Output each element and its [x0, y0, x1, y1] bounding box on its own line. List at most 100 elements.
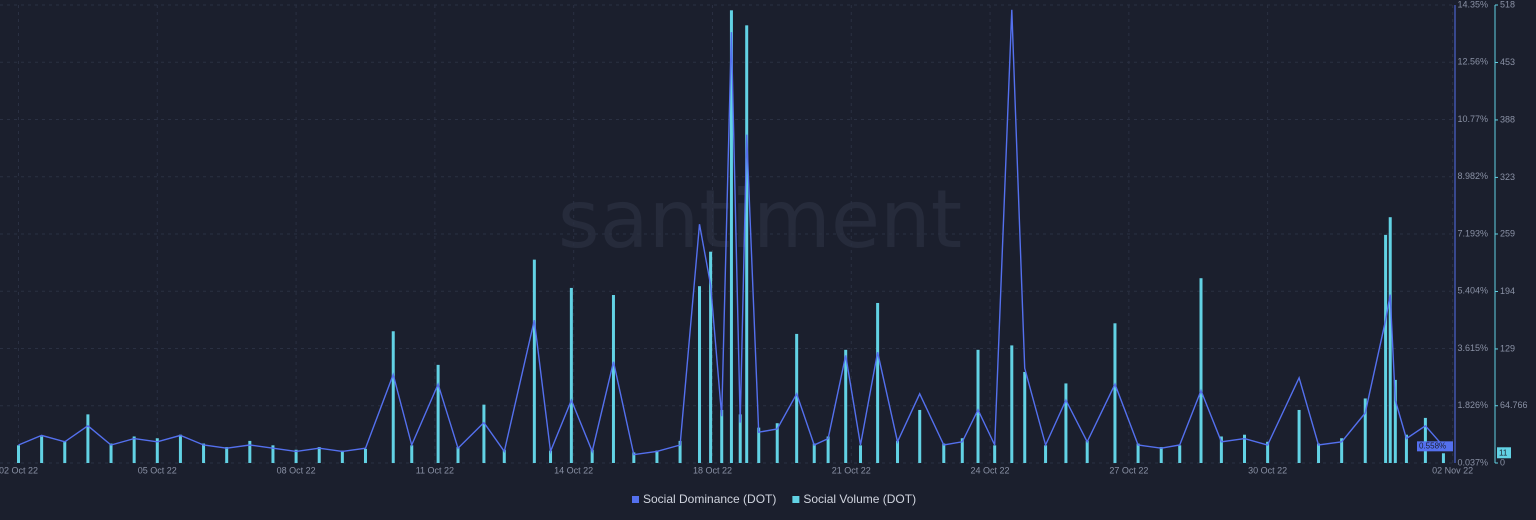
- bar: [1044, 445, 1048, 463]
- bar: [632, 452, 636, 463]
- y-tick-label: 12.56%: [1457, 57, 1488, 67]
- y-tick-label: 3.615%: [1457, 343, 1488, 353]
- bar: [40, 436, 44, 463]
- bar: [1340, 438, 1344, 463]
- bar: [436, 364, 440, 463]
- x-tick-label: 30 Oct 22: [1248, 465, 1287, 475]
- bar: [502, 449, 506, 463]
- y2-tick-label: 64.766: [1500, 400, 1528, 410]
- bar: [720, 409, 724, 463]
- bar: [738, 414, 742, 463]
- y-tick-label: 1.826%: [1457, 400, 1488, 410]
- bar: [1317, 443, 1321, 463]
- y-tick-label: 0.037%: [1457, 457, 1488, 467]
- y2-tick-label: 453: [1500, 57, 1515, 67]
- bar: [709, 251, 713, 463]
- bar: [976, 349, 980, 463]
- bar: [63, 440, 67, 463]
- x-tick-label: 11 Oct 22: [416, 465, 454, 475]
- bar: [482, 404, 486, 463]
- bar: [294, 449, 298, 463]
- bar: [859, 445, 863, 463]
- bar: [532, 259, 536, 463]
- bar: [590, 449, 594, 463]
- x-tick-label: 02 Oct 22: [0, 465, 38, 475]
- bar: [1178, 445, 1182, 463]
- bar: [1423, 417, 1427, 463]
- bar: [17, 445, 21, 463]
- bar: [549, 450, 553, 463]
- bar: [410, 445, 414, 463]
- bar: [225, 447, 229, 463]
- bar: [363, 448, 367, 463]
- bar: [1064, 383, 1068, 463]
- bar: [960, 438, 964, 463]
- x-tick-label: 05 Oct 22: [138, 465, 177, 475]
- bar: [757, 427, 761, 463]
- value-badge: [1497, 447, 1511, 459]
- bar: [1404, 434, 1408, 463]
- watermark: santiment: [558, 173, 962, 266]
- bar: [1085, 440, 1089, 463]
- bar: [611, 295, 615, 463]
- x-tick-label: 08 Oct 22: [277, 465, 316, 475]
- bar: [1242, 434, 1246, 463]
- x-tick-label: 24 Oct 22: [971, 465, 1010, 475]
- bar: [132, 436, 136, 463]
- bar: [896, 440, 900, 463]
- bar: [1393, 379, 1397, 463]
- bar: [271, 445, 275, 463]
- legend-label: Social Dominance (DOT): [643, 492, 776, 506]
- bar: [317, 447, 321, 463]
- bar: [1136, 443, 1140, 463]
- bar: [202, 443, 206, 463]
- bar: [248, 440, 252, 463]
- bar: [775, 423, 779, 463]
- bar: [942, 443, 946, 463]
- bar: [1384, 234, 1388, 463]
- y-tick-label: 5.404%: [1457, 286, 1488, 296]
- x-tick-label: 18 Oct 22: [693, 465, 732, 475]
- bar: [1219, 436, 1223, 463]
- y-tick-label: 14.35%: [1457, 0, 1488, 9]
- bar: [876, 302, 880, 463]
- bar: [1297, 409, 1301, 463]
- y-tick-label: 10.77%: [1457, 114, 1488, 124]
- bar: [826, 436, 830, 463]
- bar: [1159, 447, 1163, 463]
- bar: [844, 349, 848, 463]
- bar: [569, 287, 573, 463]
- bar: [86, 414, 90, 463]
- y2-tick-label: 259: [1500, 228, 1515, 238]
- bar: [1266, 441, 1270, 463]
- value-badge: [1417, 441, 1453, 452]
- y2-tick-label: 323: [1500, 172, 1515, 182]
- y2-tick-label: 194: [1500, 286, 1515, 296]
- bar: [1023, 371, 1027, 463]
- bar: [1199, 278, 1203, 463]
- x-tick-label: 21 Oct 22: [832, 465, 871, 475]
- y-tick-label: 7.193%: [1457, 228, 1488, 238]
- bar: [1388, 217, 1392, 463]
- bar: [1113, 323, 1117, 463]
- legend-swatch: [632, 496, 639, 503]
- bar: [1441, 453, 1445, 463]
- bar: [745, 25, 749, 463]
- bar: [918, 409, 922, 463]
- bar: [795, 333, 799, 463]
- y2-tick-label: 388: [1500, 114, 1515, 124]
- value-label: 0.558%: [1419, 441, 1446, 450]
- bar: [340, 450, 344, 463]
- x-tick-label: 02 Nov 22: [1432, 465, 1473, 475]
- y2-tick-label: 518: [1500, 0, 1515, 9]
- bar: [456, 447, 460, 463]
- x-tick-label: 27 Oct 22: [1109, 465, 1148, 475]
- x-tick-label: 14 Oct 22: [554, 465, 593, 475]
- bar: [1010, 345, 1014, 463]
- line: [18, 9, 1444, 456]
- y2-tick-label: 129: [1500, 343, 1515, 353]
- legend-swatch: [792, 496, 800, 503]
- bar: [178, 434, 182, 463]
- bar: [655, 450, 659, 463]
